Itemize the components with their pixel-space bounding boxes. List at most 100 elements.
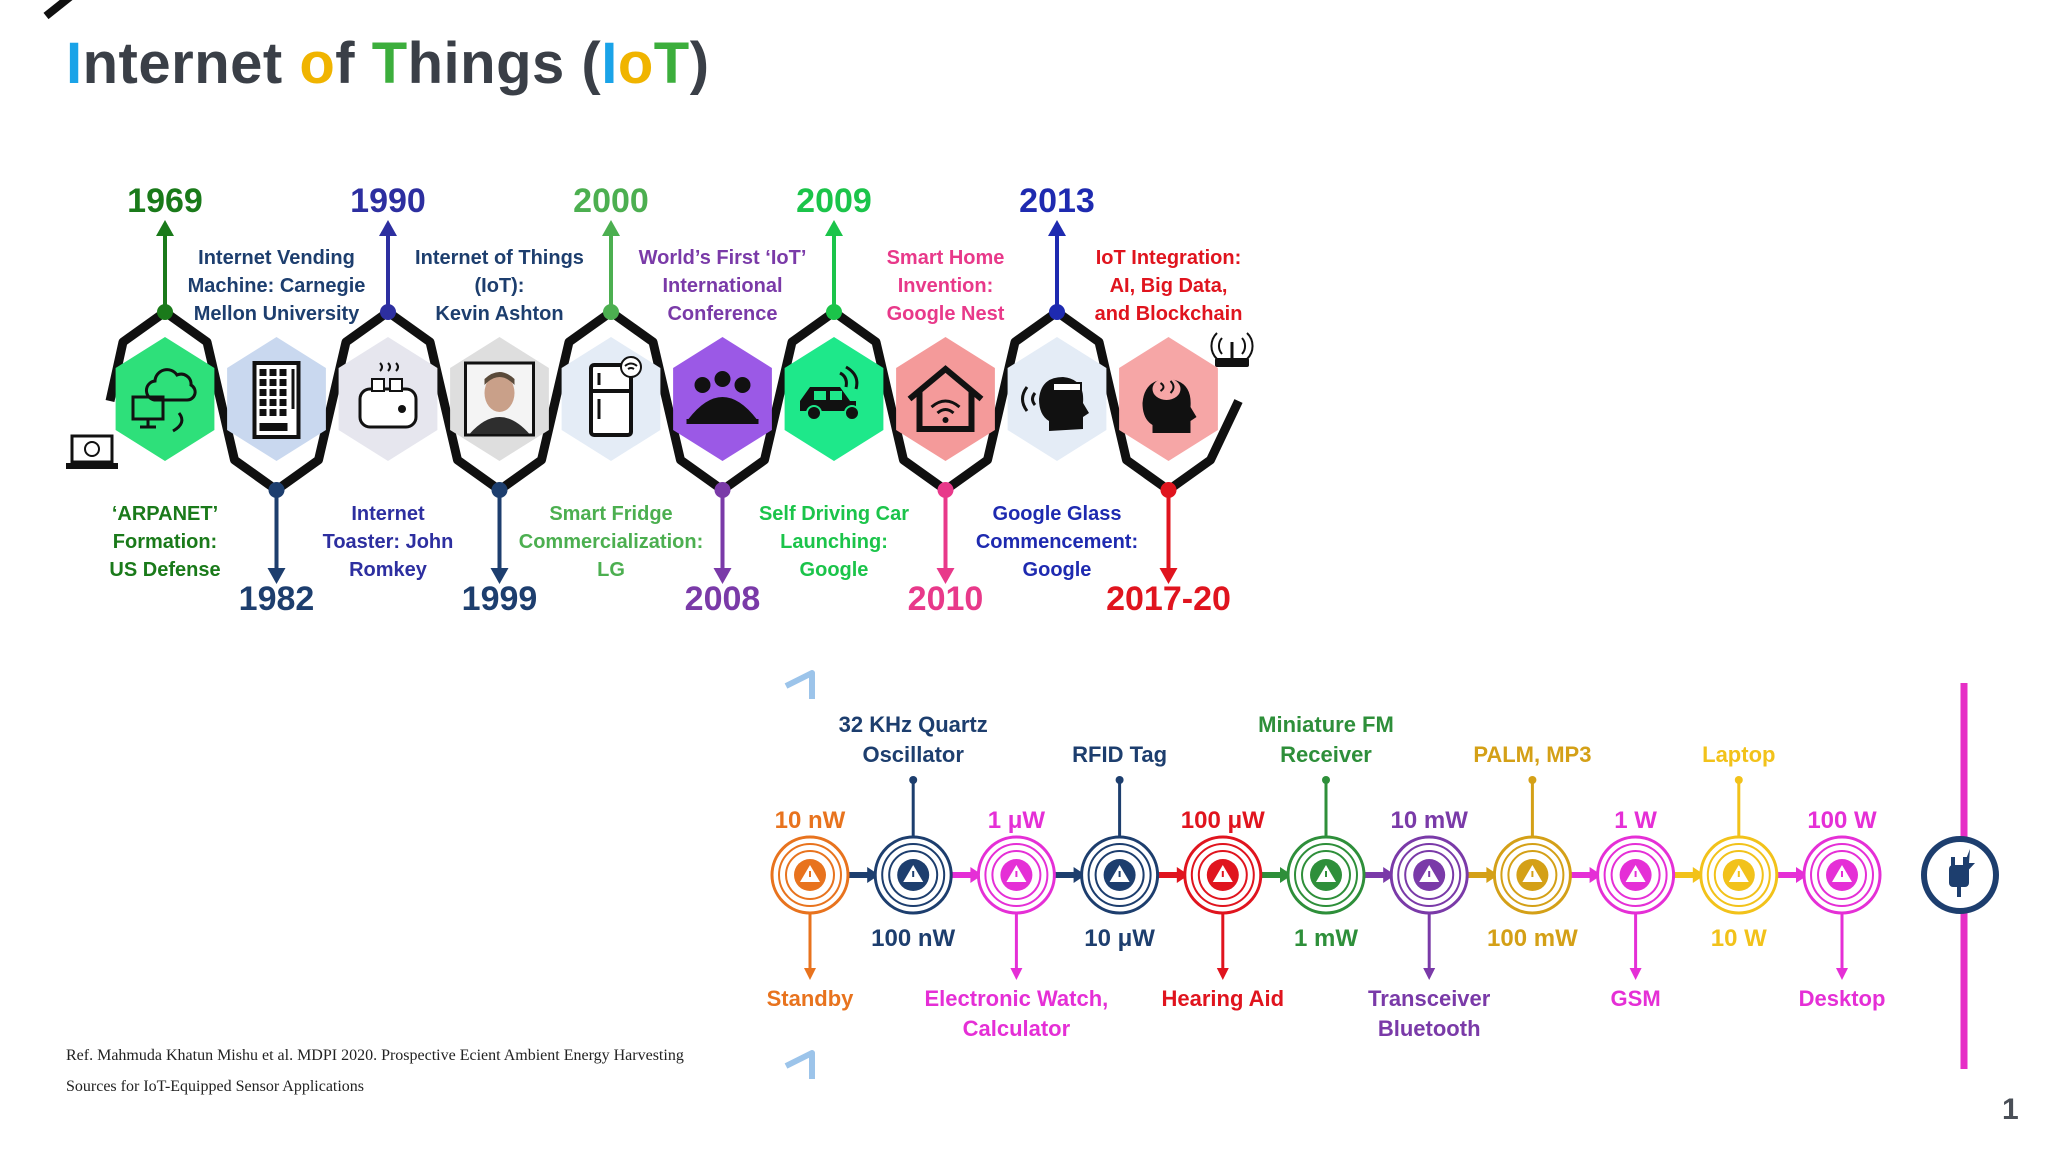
title-part: I [601, 31, 618, 96]
node-ring [1301, 850, 1351, 900]
power-value: 10 mW [1391, 807, 1469, 834]
power-node: 32 KHz Quartz Oscillator 100 nW [839, 712, 988, 952]
node-connector-arrowhead [1796, 867, 1808, 883]
node-ring [1610, 850, 1661, 900]
event-label-line: LG [597, 559, 625, 581]
power-consumption-scale: 10 nW Standby 32 KHz Quartz Oscillator 100 n… [767, 670, 1999, 1079]
page-title: Internet of Things (IoT) [66, 30, 710, 97]
node-ring [778, 843, 842, 907]
event-label-line: Google Glass [993, 503, 1122, 525]
event-label-line: Google [1023, 559, 1092, 581]
timeline-event: 2010 Smart Home Invention: Google Nest [887, 247, 1005, 618]
node-connector-arrowhead [1589, 867, 1602, 883]
device-label: RFID Tag [1072, 742, 1167, 767]
page-number: 1 [2002, 1093, 2019, 1126]
event-year: 2017-20 [1106, 580, 1231, 618]
event-arrowhead [267, 568, 286, 584]
node-connector-arrowhead [1073, 867, 1086, 883]
node-ring [1500, 843, 1565, 907]
device-label: Desktop [1799, 986, 1886, 1011]
timeline-event: 1990 Internet Toaster: John Romkey [323, 182, 454, 581]
power-plug-icon [1921, 836, 1999, 914]
reference-citation: Ref. Mahmuda Khatun Mishu et al. MDPI 20… [66, 1040, 786, 1102]
event-arrowhead [936, 568, 955, 584]
node-ring [1087, 843, 1152, 907]
event-arrowhead [602, 220, 620, 236]
power-value: 100 mW [1487, 925, 1578, 952]
device-label: Laptop [1702, 742, 1775, 767]
event-label-line: (IoT): [475, 275, 525, 297]
node-connector-arrowhead [867, 867, 880, 883]
node-connector-arrowhead [1176, 867, 1189, 883]
event-arrowhead [1159, 568, 1178, 584]
title-part: T [653, 31, 690, 96]
power-node: Laptop 10 W [1699, 742, 1779, 952]
event-year: 2013 [1019, 182, 1095, 220]
node-ring [785, 850, 835, 900]
event-label-line: Smart Fridge [549, 503, 672, 525]
event-year: 1982 [239, 580, 315, 618]
power-value: 100 μW [1181, 807, 1265, 834]
event-year: 2000 [573, 182, 649, 220]
power-value: 100 W [1807, 807, 1877, 834]
event-label-line: and Blockchain [1095, 303, 1243, 325]
event-year: 2008 [685, 580, 761, 618]
event-label-line: US Defense [109, 559, 220, 581]
event-label-line: Commercialization: [519, 531, 703, 553]
event-label-line: Commencement: [976, 531, 1138, 553]
power-node: 1 μW Electronic Watch, Calculator [925, 807, 1109, 1041]
node-connector-arrowhead [1280, 867, 1292, 883]
toaster-icon [358, 362, 418, 429]
event-label-line: Smart Home [887, 247, 1005, 269]
event-label-line: ‘ARPANET’ [112, 503, 218, 525]
event-year: 1990 [350, 182, 426, 220]
event-label-line: Formation: [113, 531, 217, 553]
timeline-track-start [43, 0, 73, 20]
reference-line-1: Ref. Mahmuda Khatun Mishu et al. MDPI 20… [66, 1047, 684, 1064]
title-part: ) [689, 31, 710, 96]
event-label-line: Google [800, 559, 869, 581]
smart-home-icon [907, 365, 984, 432]
device-label: Electronic Watch, [925, 986, 1109, 1011]
timeline-event: 2000 Smart Fridge Commercialization: LG [519, 182, 703, 581]
google-glass-icon [1021, 377, 1089, 431]
event-arrowhead [379, 220, 397, 236]
power-value: 1 mW [1294, 925, 1358, 952]
power-value: 1 W [1614, 807, 1657, 834]
event-label-line: Google Nest [887, 303, 1005, 325]
event-label-line: Invention: [898, 275, 994, 297]
timeline-event: 2013 Google Glass Commencement: Google [976, 182, 1138, 581]
event-year: 1999 [462, 580, 538, 618]
event-label-line: Self Driving Car [759, 503, 909, 525]
loop-top-arrowhead [784, 670, 815, 699]
node-ring [1190, 843, 1255, 907]
event-label-line: Launching: [780, 531, 888, 553]
power-value: 1 μW [988, 807, 1046, 834]
power-node: Miniature FM Receiver 1 mW [1258, 712, 1394, 952]
node-ring [1713, 850, 1764, 900]
device-label: Transceiver [1368, 986, 1491, 1011]
laptop-icon [66, 434, 118, 469]
device-label: Hearing Aid [1161, 986, 1284, 1011]
device-label: Calculator [963, 1016, 1071, 1041]
node-ring [1294, 843, 1358, 907]
loop-bottom-arrowhead [784, 1050, 815, 1079]
title-part: hings ( [407, 31, 602, 96]
node-ring [1603, 843, 1668, 907]
device-label: Standby [767, 986, 855, 1011]
node-ring [888, 850, 939, 900]
title-part: f [335, 31, 372, 96]
node-ring [1706, 843, 1771, 907]
brain-icon [1142, 378, 1197, 433]
vending-machine-icon [252, 361, 301, 439]
title-part: o [299, 31, 336, 96]
iot-history-timeline: 1969 ‘ARPANET’ Formation: US Defense 1982 Int… [43, 0, 1254, 618]
device-label: 32 KHz Quartz [839, 712, 988, 737]
device-label: Miniature FM [1258, 712, 1394, 737]
fridge-icon [589, 356, 642, 437]
event-label-line: Kevin Ashton [435, 303, 563, 325]
event-year: 1969 [127, 182, 203, 220]
node-ring [1197, 850, 1248, 900]
kevin-ashton-portrait [464, 361, 535, 437]
cloud-computer-icon [131, 368, 197, 433]
